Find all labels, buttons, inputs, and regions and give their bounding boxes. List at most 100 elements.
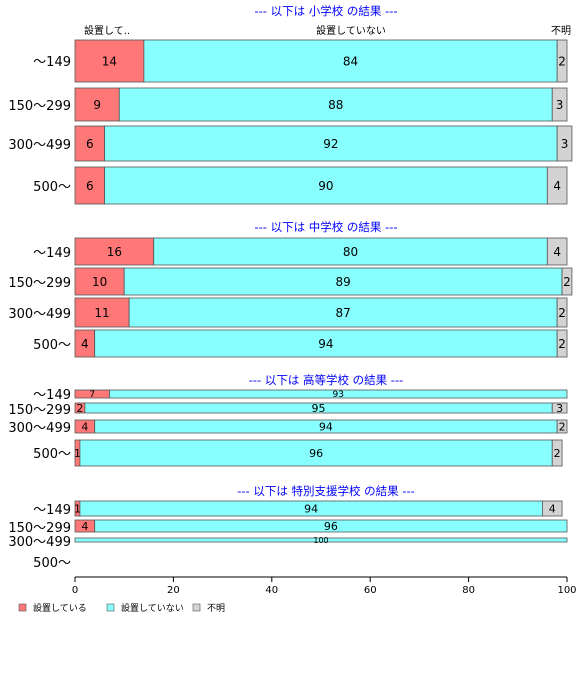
row-label: 150～299: [8, 521, 71, 536]
column-header-not-installed: 設置していない: [316, 24, 386, 37]
bar-segment: [128, 297, 558, 328]
data-label: 11: [94, 306, 109, 320]
bar-segment: [94, 519, 568, 533]
data-label: 4: [81, 337, 89, 351]
bar-segment: [79, 439, 553, 467]
row-label: 300～499: [8, 535, 71, 550]
row-label: 300～499: [8, 138, 71, 153]
data-label: 2: [563, 275, 571, 289]
data-label: 2: [558, 54, 566, 68]
data-label: 3: [556, 402, 563, 415]
data-label: 100: [313, 536, 328, 545]
data-label: 9: [93, 98, 101, 112]
column-header-installed: 設置して..: [84, 24, 130, 37]
bar-segment: [556, 297, 568, 328]
data-label: 6: [86, 137, 94, 151]
data-label: 4: [81, 520, 88, 533]
bar-segment: [561, 267, 573, 296]
bar-segment: [551, 87, 568, 122]
bar-segment: [74, 297, 130, 328]
legend-swatch: [192, 603, 201, 612]
row-label: 150～299: [8, 276, 71, 291]
column-header-unknown: 不明: [551, 25, 571, 37]
data-label: 2: [558, 306, 566, 320]
legend-label: 設置している: [33, 602, 87, 614]
bar-segment: [74, 237, 155, 266]
bar-segment: [74, 537, 568, 543]
row-label: ～149: [33, 503, 71, 518]
data-label: 2: [76, 402, 83, 415]
section-title: --- 以下は 高等学校 の結果 ---: [249, 373, 404, 387]
bar-segment: [74, 166, 105, 205]
data-label: 2: [559, 420, 566, 433]
bar-segment: [556, 329, 568, 358]
legend-swatch: [18, 603, 27, 612]
data-label: 92: [323, 137, 338, 151]
data-label: 14: [102, 54, 117, 68]
section-title: --- 以下は 小学校 の結果 ---: [254, 4, 397, 18]
bar-segment: [74, 125, 105, 162]
section-title: --- 以下は 特別支援学校 の結果 ---: [237, 484, 415, 498]
bar-segment: [546, 166, 568, 205]
data-label: 10: [92, 275, 107, 289]
data-label: 1: [74, 447, 81, 460]
x-tick-label: 20: [167, 585, 180, 596]
data-label: 94: [304, 502, 318, 515]
row-label: 500～: [33, 556, 71, 571]
data-label: 3: [561, 137, 569, 151]
row-label: ～149: [33, 388, 71, 403]
row-label: 300～499: [8, 421, 71, 436]
bar-segment: [74, 267, 125, 296]
bar-segment: [74, 39, 145, 83]
bar-segment: [556, 125, 573, 162]
row-label: 150～299: [8, 403, 71, 418]
data-label: 4: [549, 502, 556, 515]
data-label: 2: [554, 447, 561, 460]
data-label: 94: [318, 337, 333, 351]
data-label: 93: [332, 390, 343, 400]
data-label: 95: [312, 402, 326, 415]
data-label: 6: [86, 179, 94, 193]
data-label: 88: [328, 98, 343, 112]
legend-swatch: [106, 603, 115, 612]
bar-segment: [153, 237, 548, 266]
bar-segment: [109, 389, 568, 399]
bar-segment: [551, 402, 568, 414]
bar-segment: [104, 166, 548, 205]
bar-segment: [143, 39, 558, 83]
x-tick-label: 80: [462, 585, 475, 596]
data-label: 4: [553, 179, 561, 193]
data-label: 90: [318, 179, 333, 193]
data-label: 16: [107, 245, 122, 259]
row-label: 150～299: [8, 99, 71, 114]
legend-label: 不明: [207, 603, 225, 614]
bar-segment: [556, 39, 568, 83]
data-label: 80: [343, 245, 358, 259]
data-label: 7: [89, 390, 95, 400]
x-tick-label: 40: [265, 585, 278, 596]
x-tick-label: 0: [72, 585, 78, 596]
data-label: 94: [319, 420, 333, 433]
row-label: 300～499: [8, 307, 71, 322]
data-label: 2: [558, 337, 566, 351]
bar-segment: [542, 500, 563, 517]
legend-label: 設置していない: [121, 602, 184, 614]
data-label: 89: [335, 275, 350, 289]
bar-segment: [546, 237, 568, 266]
data-label: 1: [74, 502, 81, 515]
data-label: 84: [343, 54, 358, 68]
row-label: ～149: [33, 246, 71, 261]
row-label: 500～: [33, 447, 71, 462]
row-label: 500～: [33, 338, 71, 353]
section-title: --- 以下は 中学校 の結果 ---: [254, 220, 397, 234]
x-tick-label: 100: [557, 585, 576, 596]
x-tick-label: 60: [364, 585, 377, 596]
bar-segment: [556, 419, 568, 434]
data-label: 87: [335, 306, 350, 320]
data-label: 4: [81, 420, 88, 433]
data-label: 96: [309, 447, 323, 460]
data-label: 96: [324, 520, 338, 533]
row-label: 500～: [33, 180, 71, 195]
row-label: ～149: [33, 55, 71, 70]
